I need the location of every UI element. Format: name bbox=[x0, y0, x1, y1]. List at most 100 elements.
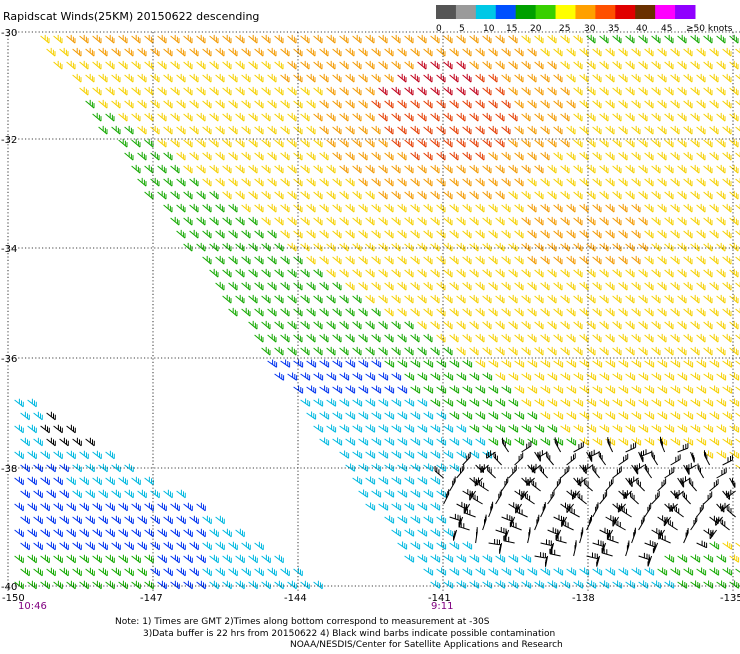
wind-barb bbox=[79, 34, 89, 44]
wind-barb bbox=[66, 424, 76, 434]
wind-barb bbox=[482, 242, 492, 252]
wind-barb bbox=[66, 554, 76, 564]
wind-barb bbox=[660, 436, 666, 453]
wind-barb bbox=[599, 268, 609, 278]
wind-barb bbox=[59, 463, 69, 473]
wind-barb bbox=[579, 73, 589, 83]
wind-barb bbox=[625, 346, 635, 356]
wind-barb bbox=[66, 34, 76, 44]
wind-barb bbox=[696, 567, 707, 576]
wind-barb bbox=[436, 411, 447, 420]
wind-barb bbox=[449, 125, 459, 135]
wind-barb bbox=[631, 359, 642, 368]
wind-barb bbox=[280, 99, 290, 109]
wind-barb bbox=[540, 567, 551, 576]
wind-barb bbox=[664, 138, 674, 148]
wind-barb bbox=[423, 99, 433, 109]
wind-barb bbox=[183, 528, 193, 538]
wind-barb bbox=[423, 281, 433, 291]
wind-barb bbox=[703, 242, 713, 252]
wind-barb bbox=[482, 34, 492, 44]
note-line-2: 3)Data buffer is 22 hrs from 20150622 4)… bbox=[143, 629, 555, 639]
wind-barb bbox=[722, 333, 732, 343]
wind-barb bbox=[176, 177, 186, 187]
wind-barb bbox=[66, 60, 76, 70]
wind-barb bbox=[462, 255, 472, 265]
wind-barb bbox=[228, 125, 238, 135]
wind-barb bbox=[131, 164, 141, 174]
wind-barb bbox=[157, 164, 167, 174]
wind-barb bbox=[261, 60, 271, 70]
colorbar-swatch bbox=[675, 5, 696, 19]
wind-barb bbox=[430, 294, 440, 304]
wind-barb bbox=[202, 255, 212, 265]
wind-barb bbox=[306, 99, 316, 109]
wind-barb bbox=[248, 320, 258, 330]
wind-barb bbox=[456, 164, 466, 174]
wind-barb bbox=[397, 99, 407, 109]
wind-barb bbox=[391, 320, 401, 330]
wind-barb bbox=[495, 190, 505, 200]
wind-barb bbox=[586, 60, 596, 70]
wind-barb bbox=[579, 411, 590, 420]
wind-barb bbox=[365, 242, 375, 252]
wind-barb bbox=[462, 567, 473, 576]
wind-barb bbox=[378, 476, 389, 485]
wind-barb bbox=[53, 528, 63, 538]
wind-barb bbox=[436, 463, 447, 472]
wind-barb bbox=[683, 411, 694, 420]
wind-barb bbox=[254, 333, 264, 343]
wind-barb bbox=[540, 151, 550, 161]
wind-barb bbox=[345, 99, 355, 109]
wind-barb bbox=[690, 398, 701, 407]
wind-barb bbox=[430, 86, 440, 96]
wind-barb bbox=[306, 359, 317, 368]
wind-barb bbox=[644, 464, 653, 479]
wind-barb bbox=[722, 177, 732, 187]
wind-barb bbox=[592, 385, 603, 394]
wind-barb bbox=[716, 34, 726, 44]
wind-barb bbox=[118, 502, 128, 512]
wind-barb bbox=[520, 490, 529, 501]
wind-barb bbox=[378, 216, 388, 226]
wind-barb bbox=[735, 333, 740, 340]
wind-barb bbox=[716, 242, 726, 252]
wind-barb bbox=[384, 437, 395, 446]
wind-barb bbox=[599, 398, 610, 407]
wind-barb bbox=[183, 502, 193, 512]
wind-barb bbox=[618, 229, 628, 239]
wind-barb bbox=[352, 424, 363, 433]
wind-barb bbox=[592, 502, 599, 518]
wind-barb bbox=[423, 125, 433, 135]
wind-barb bbox=[601, 547, 613, 557]
wind-barb bbox=[92, 450, 102, 460]
wind-barb bbox=[371, 281, 381, 291]
wind-barb bbox=[209, 190, 219, 200]
wind-barb bbox=[709, 203, 719, 213]
wind-barb bbox=[514, 47, 524, 57]
wind-barb bbox=[449, 177, 459, 187]
wind-barb bbox=[508, 398, 519, 407]
wind-barb bbox=[209, 528, 219, 538]
wind-barb bbox=[612, 268, 622, 278]
wind-barb bbox=[586, 216, 596, 226]
wind-barb bbox=[163, 567, 173, 577]
wind-barb bbox=[150, 99, 160, 109]
wind-barb bbox=[475, 47, 485, 57]
wind-barb bbox=[716, 554, 727, 563]
wind-barb bbox=[59, 567, 69, 577]
wind-barb bbox=[430, 190, 440, 200]
wind-barb bbox=[352, 320, 362, 330]
wind-barb bbox=[53, 34, 63, 44]
wind-barb bbox=[124, 541, 134, 551]
wind-barb bbox=[196, 216, 206, 226]
wind-barb bbox=[618, 307, 628, 317]
wind-barb bbox=[306, 411, 317, 420]
wind-barb bbox=[605, 255, 615, 265]
wind-barb bbox=[527, 567, 538, 576]
wind-barb bbox=[664, 398, 675, 407]
wind-barb bbox=[404, 242, 414, 252]
wind-barb bbox=[365, 450, 376, 459]
wind-barb bbox=[157, 60, 167, 70]
wind-barb bbox=[664, 112, 674, 122]
